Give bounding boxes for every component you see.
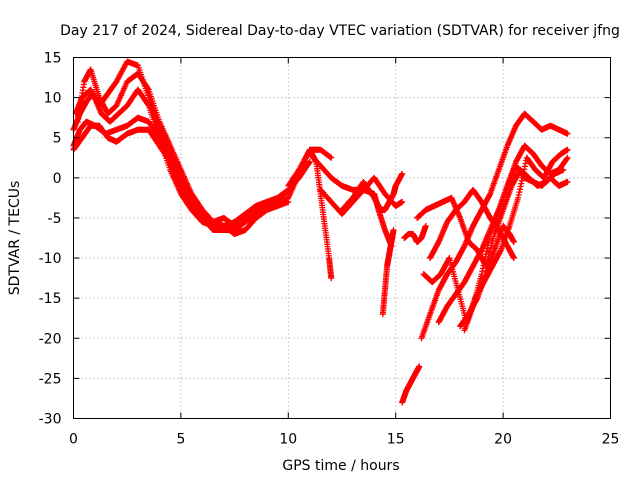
data-point-marker [510, 239, 517, 246]
data-point-marker [144, 101, 151, 108]
data-point-marker [564, 154, 571, 161]
series-track-4 [74, 66, 270, 229]
y-tick-label: 15 [44, 51, 62, 67]
y-tick-label: -30 [39, 412, 62, 428]
y-tick-label: -5 [48, 211, 62, 227]
data-point-marker [560, 166, 567, 173]
data-point-marker [564, 178, 571, 185]
data-point-marker [390, 226, 397, 233]
data-point-marker [510, 255, 517, 262]
series-track-9 [339, 170, 406, 213]
y-tick-label: 5 [53, 131, 62, 147]
series-track-12 [399, 363, 423, 406]
x-tick-label: 5 [176, 432, 185, 448]
series-track-11 [401, 222, 429, 246]
y-tick-label: -10 [39, 251, 62, 267]
data-point-marker [422, 222, 429, 229]
x-tick-label: 25 [602, 432, 620, 448]
series-track-10 [379, 226, 397, 318]
data-point-marker [285, 198, 292, 205]
y-tick-label: -25 [39, 371, 62, 387]
x-tick-label: 10 [279, 432, 297, 448]
series-track-6 [285, 146, 335, 282]
data-point-marker [399, 170, 406, 177]
series-track-19 [461, 162, 571, 334]
plot-frame [73, 57, 611, 419]
x-tick-label: 0 [69, 432, 78, 448]
y-tick-label: 0 [53, 171, 62, 187]
x-tick-label: 15 [387, 432, 405, 448]
data-point-marker [564, 130, 571, 137]
data-point-marker [399, 198, 406, 205]
grid [73, 57, 611, 419]
data-point-marker [564, 146, 571, 153]
data-point-marker [328, 275, 335, 282]
y-axis-label: SDTVAR / TECUs [7, 181, 23, 296]
x-tick-label: 20 [494, 432, 512, 448]
data-point-marker [144, 85, 151, 92]
x-axis-label: GPS time / hours [282, 458, 399, 474]
data-series [70, 58, 571, 406]
axis-ticks: 0 5 10 15 20 25 -30 -25 -20 -15 -10 -5 0 5 10 15 [39, 51, 620, 448]
y-tick-label: -20 [39, 331, 62, 347]
y-tick-label: -15 [39, 291, 62, 307]
data-point-marker [306, 159, 313, 166]
series-track-13 [418, 110, 571, 342]
y-tick-label: 10 [44, 91, 62, 107]
data-point-marker [306, 158, 313, 165]
chart-title: Day 217 of 2024, Sidereal Day-to-day VTE… [60, 23, 620, 39]
series-track-5 [70, 122, 292, 229]
data-point-marker [328, 154, 335, 161]
data-point-marker [416, 363, 423, 370]
